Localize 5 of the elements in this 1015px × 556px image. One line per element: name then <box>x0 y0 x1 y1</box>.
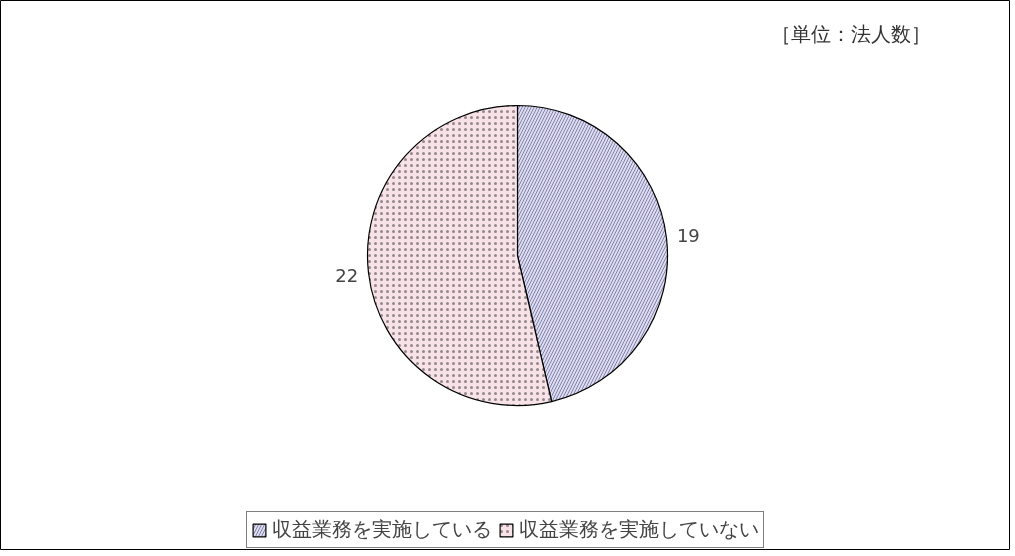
legend-label: 収益業務を実施していない <box>519 516 759 543</box>
legend-label: 収益業務を実施している <box>272 516 492 543</box>
data-label: 22 <box>335 264 359 286</box>
text: ［単位：法人数］ <box>770 21 931 46</box>
data-label: 19 <box>676 225 700 247</box>
